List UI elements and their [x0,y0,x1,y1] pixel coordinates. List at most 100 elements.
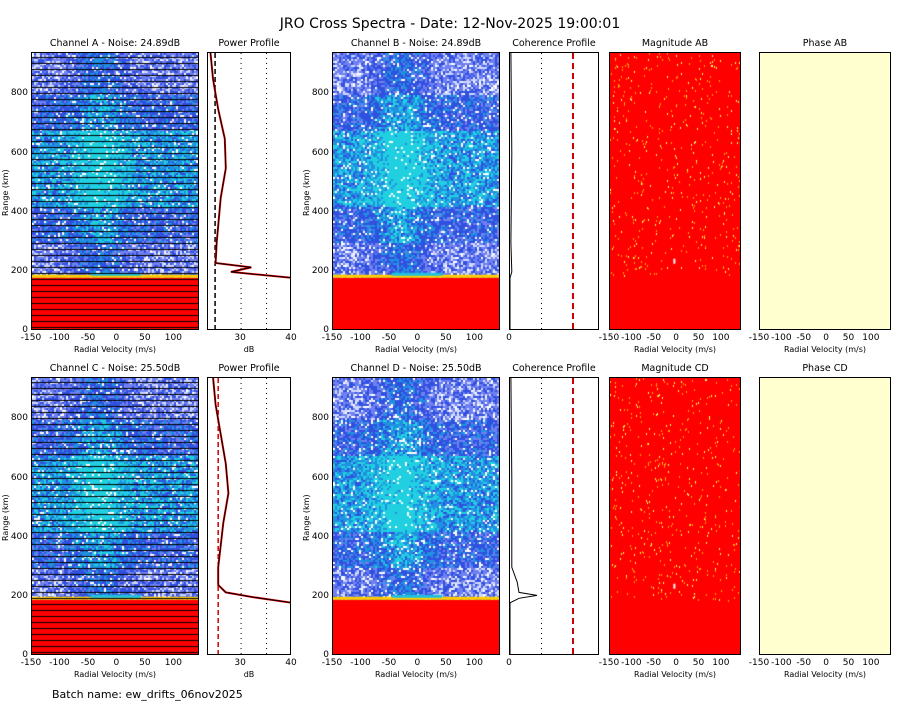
plot-panel-10 [509,377,599,655]
x-tick-label: -150 [321,658,343,668]
panel-title: Phase AB [802,38,848,49]
x-tick-label: -150 [321,333,343,343]
x-tick-label: 50 [692,658,705,668]
x-tick-label: 40 [285,333,297,343]
panel-title: Coherence Profile [512,38,596,49]
x-tick-label: -150 [598,658,620,668]
x-tick-label: 50 [842,333,855,343]
x-tick-label: -100 [621,333,642,343]
profile-plot [510,378,574,654]
x-tick-label: 100 [164,333,182,343]
y-tick-label: 400 [311,531,329,542]
x-tick-label: -150 [748,333,770,343]
x-tick-label: -100 [350,333,371,343]
plot-panel-6 [759,52,891,330]
x-tick-label: -50 [381,333,397,343]
y-tick-label: 0 [323,325,329,335]
x-tick-label: 100 [465,333,483,343]
x-tick-label: -150 [598,333,620,343]
x-tick-label: -50 [646,658,662,668]
heatmap-canvas [760,53,890,329]
x-axis-label: Radial Velocity (m/s) [633,670,717,679]
x-tick-label: -50 [381,658,397,668]
x-tick-label: 50 [440,333,452,343]
x-tick-label: 40 [285,658,297,668]
plot-panel-11 [609,377,741,655]
plot-panel-3 [332,52,500,330]
heatmap-canvas [32,53,198,329]
x-tick-label: -100 [621,658,642,668]
heatmap-canvas [610,53,740,329]
y-tick-label: 200 [10,590,28,601]
x-tick-label: 0 [506,333,512,343]
profile-line [210,53,290,279]
x-tick-label: 0 [823,333,829,343]
x-tick-label: 100 [465,658,483,668]
panel-title: Coherence Profile [512,363,596,374]
x-tick-label: 0 [506,658,512,668]
x-tick-label: -50 [80,658,96,668]
y-tick-label: 200 [10,265,28,276]
x-tick-label: 0 [113,658,120,668]
plot-panel-8 [207,377,291,655]
heatmap-canvas [760,378,890,654]
panel-title: Channel A - Noise: 24.89dB [49,38,181,49]
profile-plot [209,53,290,329]
plot-panel-9 [332,377,500,655]
x-tick-label: -50 [80,333,96,343]
profile-plot [510,53,574,329]
x-tick-label: 100 [862,658,880,668]
heatmap-canvas [610,378,740,654]
y-tick-label: 800 [311,88,329,99]
figure-title: JRO Cross Spectra - Date: 12-Nov-2025 19… [279,16,621,32]
plot-panel-12 [759,377,891,655]
y-tick-label: 0 [22,325,28,335]
x-axis-label: Radial Velocity (m/s) [374,670,458,679]
y-tick-label: 600 [311,147,329,158]
x-tick-label: 0 [414,333,421,343]
y-tick-label: 600 [10,147,28,158]
x-tick-label: 30 [234,333,246,343]
x-axis-label: dB [243,670,255,679]
x-axis-label: Radial Velocity (m/s) [73,670,157,679]
y-tick-label: 200 [311,265,329,276]
x-tick-label: 0 [414,658,421,668]
x-tick-label: 50 [440,658,452,668]
x-tick-label: 50 [139,333,151,343]
y-tick-label: 0 [323,650,329,660]
x-tick-label: -100 [350,658,371,668]
plot-panel-7 [31,377,199,655]
y-tick-label: 800 [10,88,28,99]
profile-line [510,378,538,654]
x-tick-label: 50 [842,658,855,668]
x-tick-label: -150 [748,658,770,668]
y-tick-label: 600 [10,472,28,483]
panel-title: Channel B - Noise: 24.89dB [350,38,482,49]
y-tick-label: 0 [22,650,28,660]
power-profile-fit [209,53,290,279]
x-tick-label: -50 [646,333,662,343]
panel-title: Magnitude AB [641,38,709,49]
x-tick-label: 100 [862,333,880,343]
x-tick-label: -50 [796,658,812,668]
y-tick-label: 200 [311,590,329,601]
x-tick-label: 100 [164,658,182,668]
y-tick-label: 400 [10,206,28,217]
x-axis-label: Radial Velocity (m/s) [374,345,458,354]
y-axis-label: Range (km) [1,494,10,541]
y-axis-label: Range (km) [302,494,311,541]
heatmap-canvas [333,378,499,654]
profile-line [510,53,513,329]
y-tick-label: 400 [311,206,329,217]
y-tick-label: 600 [311,472,329,483]
y-axis-label: Range (km) [1,169,10,216]
x-tick-label: 50 [692,333,705,343]
x-axis-label: Radial Velocity (m/s) [783,345,867,354]
plot-panel-5 [609,52,741,330]
panel-title: Power Profile [218,363,280,374]
heatmap-canvas [32,378,198,654]
x-tick-label: 50 [139,658,151,668]
panel-title: Power Profile [218,38,280,49]
panel-title: Channel D - Noise: 25.50dB [350,363,482,374]
panel-title: Magnitude CD [641,363,709,374]
